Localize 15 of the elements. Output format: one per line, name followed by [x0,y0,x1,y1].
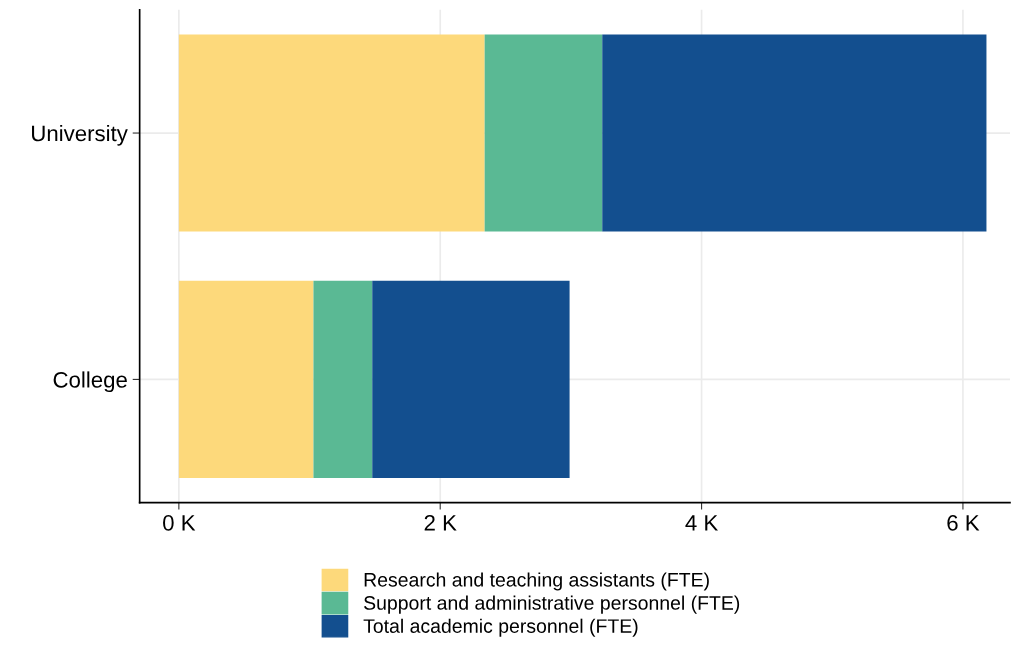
bar [602,34,987,232]
y-tick-label: College [53,371,127,393]
bar [372,280,570,478]
x-tick-label: 4 K [685,515,718,531]
x-tick-label: 6 K [947,515,980,531]
legend-label: Total academic personnel (FTE) [363,618,638,637]
x-tick-label: 0 K [163,515,196,531]
legend-label: Research and teaching assistants (FTE) [364,572,709,591]
bar [484,34,603,232]
y-tick-label: University [32,124,128,146]
bar [178,34,485,232]
bar [313,280,373,478]
bar [178,280,314,478]
x-tick-label: 2 K [424,515,457,531]
legend-label: Support and administrative personnel (FTE) [364,595,740,614]
